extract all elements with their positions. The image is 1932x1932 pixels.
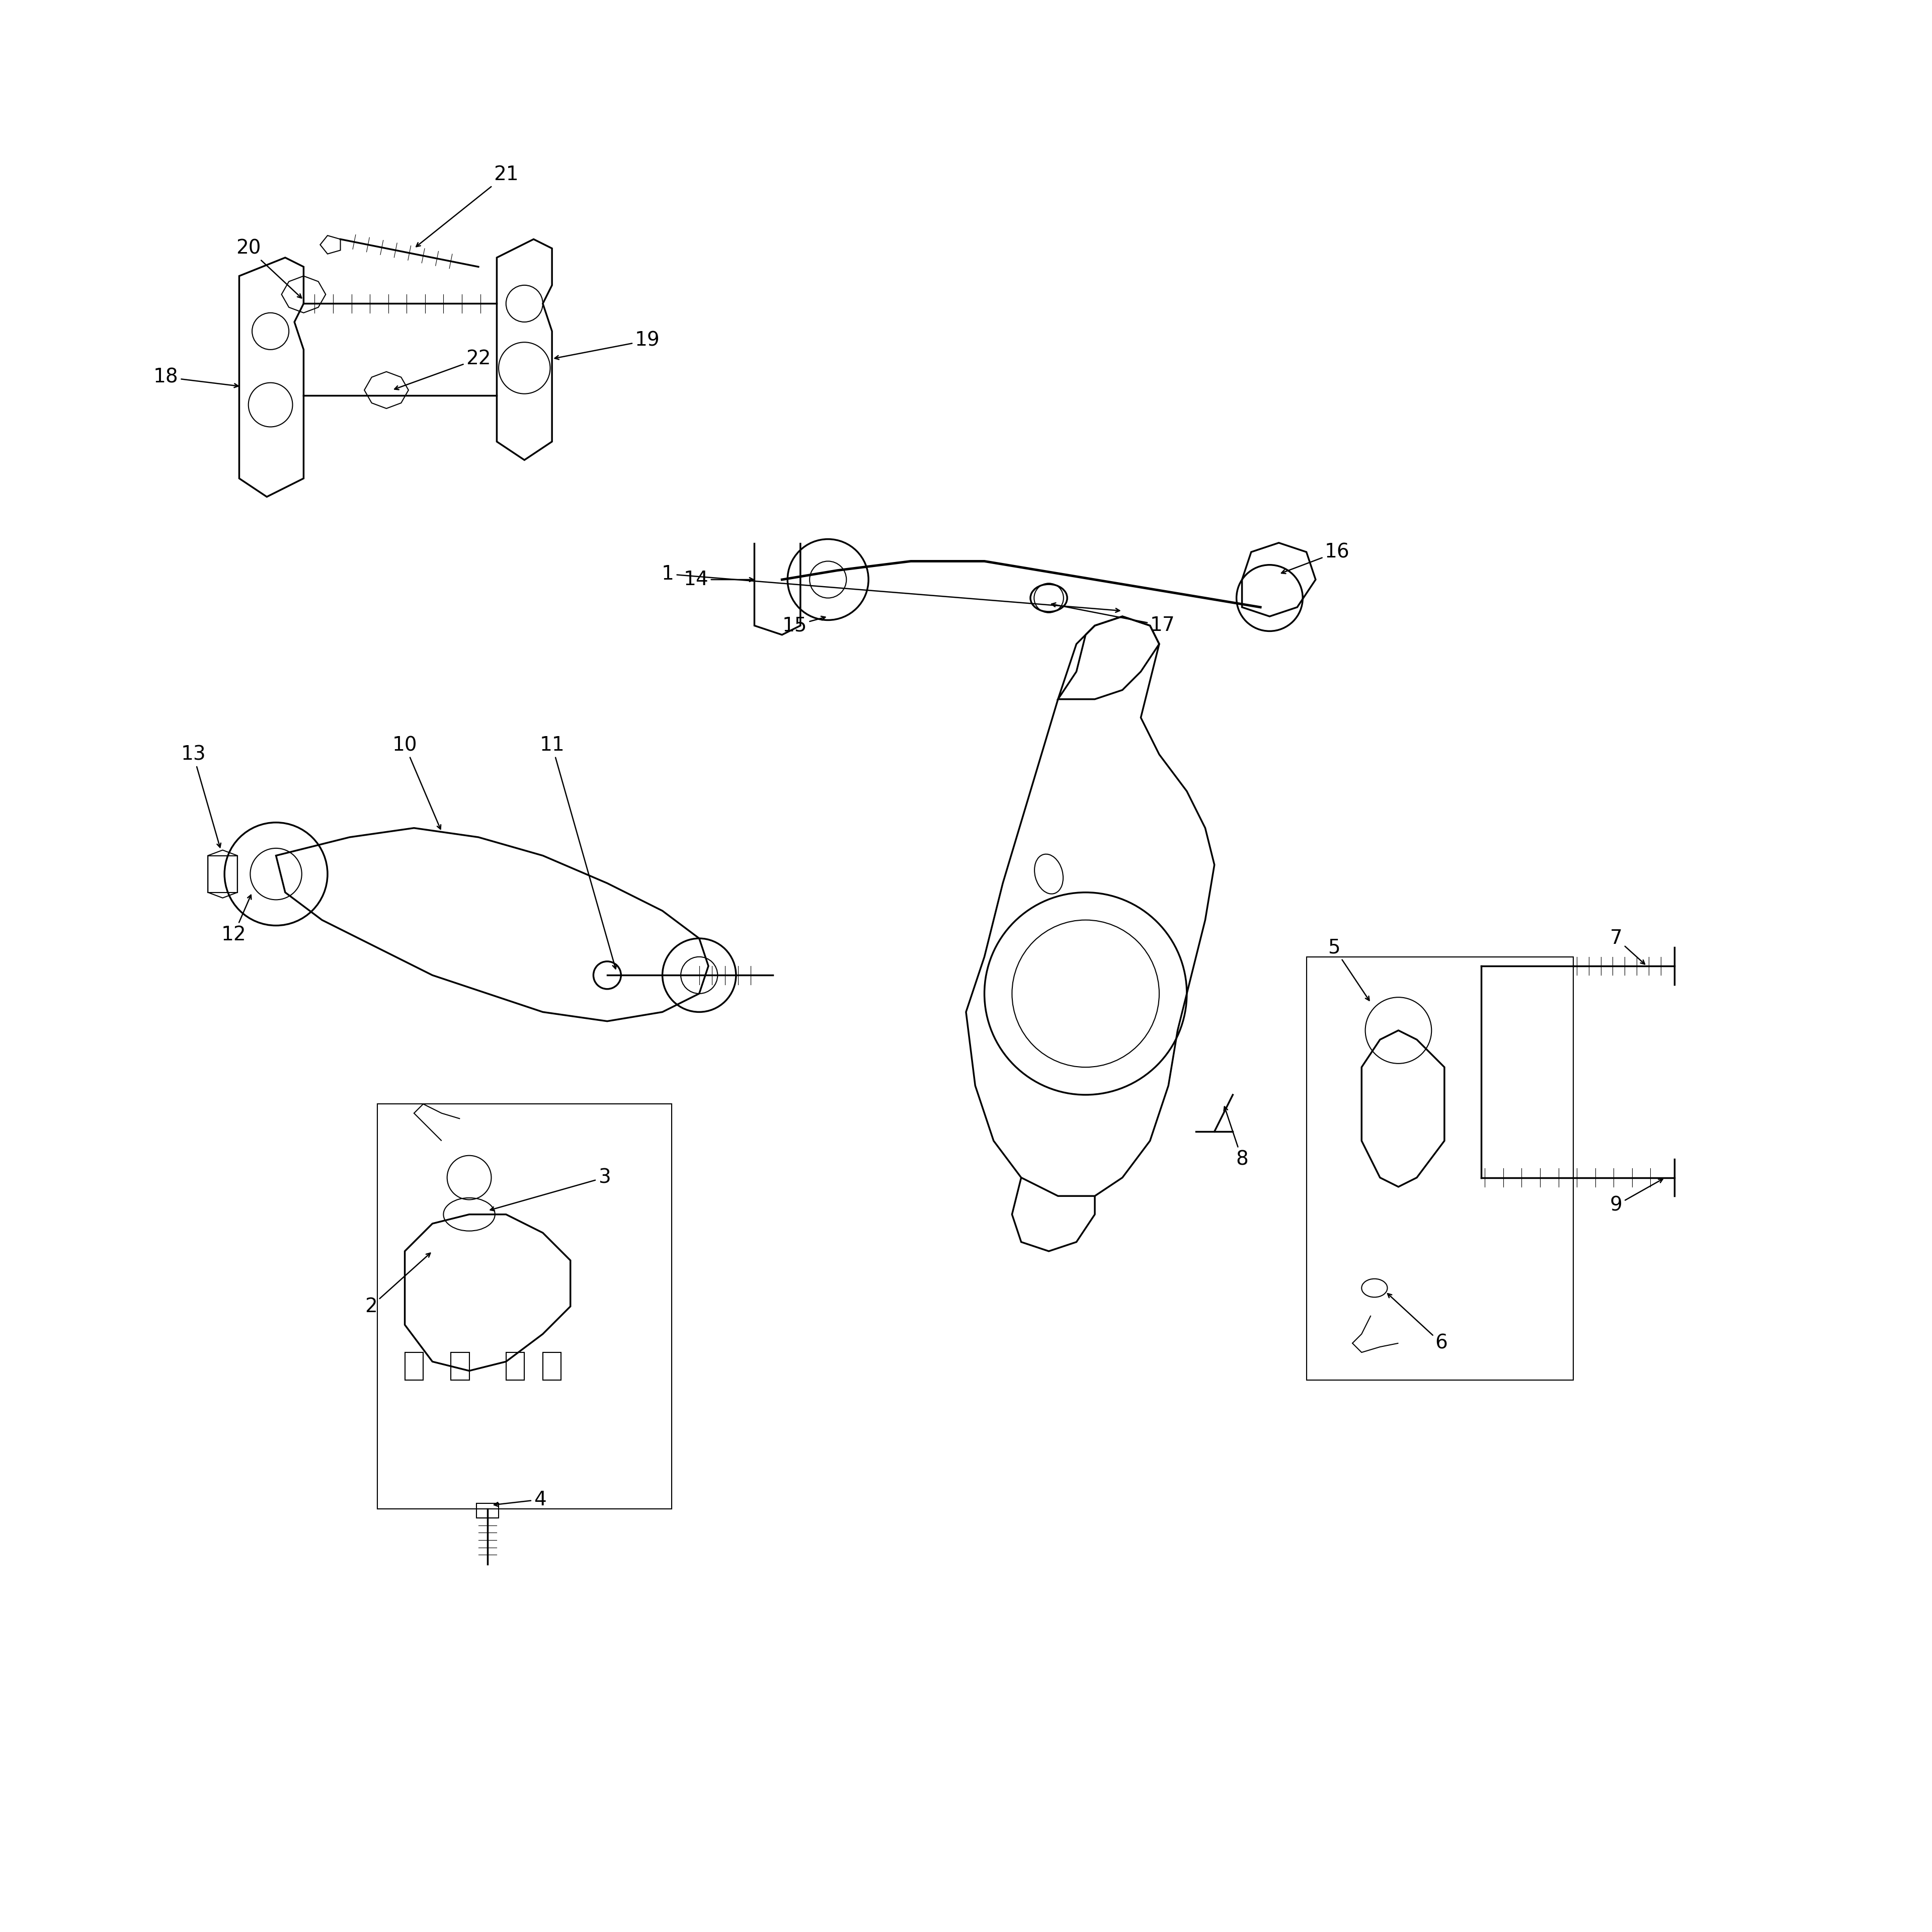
Bar bbox=[543, 1352, 560, 1379]
Text: 6: 6 bbox=[1387, 1294, 1447, 1352]
Text: 16: 16 bbox=[1281, 543, 1350, 574]
Text: 15: 15 bbox=[782, 616, 825, 636]
Text: 19: 19 bbox=[554, 330, 661, 359]
Bar bbox=[506, 1352, 524, 1379]
Text: 7: 7 bbox=[1609, 929, 1644, 964]
Bar bbox=[377, 1103, 672, 1509]
Text: 8: 8 bbox=[1223, 1107, 1248, 1169]
Text: 20: 20 bbox=[236, 240, 301, 298]
Bar bbox=[209, 856, 238, 893]
Text: 4: 4 bbox=[495, 1490, 547, 1509]
Text: 12: 12 bbox=[220, 895, 251, 945]
Bar bbox=[1306, 956, 1573, 1379]
Bar bbox=[477, 1503, 498, 1519]
Text: 1: 1 bbox=[661, 564, 1121, 612]
Text: 10: 10 bbox=[392, 736, 440, 829]
Text: 14: 14 bbox=[684, 570, 753, 589]
Text: 3: 3 bbox=[491, 1169, 611, 1211]
Text: 21: 21 bbox=[415, 166, 518, 247]
Text: 5: 5 bbox=[1327, 939, 1370, 1001]
Text: 17: 17 bbox=[1051, 603, 1175, 636]
Text: 22: 22 bbox=[394, 350, 491, 390]
Text: 11: 11 bbox=[539, 736, 616, 968]
Text: 18: 18 bbox=[153, 367, 238, 388]
Text: 9: 9 bbox=[1609, 1179, 1663, 1215]
Text: 2: 2 bbox=[365, 1254, 431, 1316]
Bar bbox=[406, 1352, 423, 1379]
Bar bbox=[450, 1352, 469, 1379]
Text: 13: 13 bbox=[182, 746, 220, 848]
